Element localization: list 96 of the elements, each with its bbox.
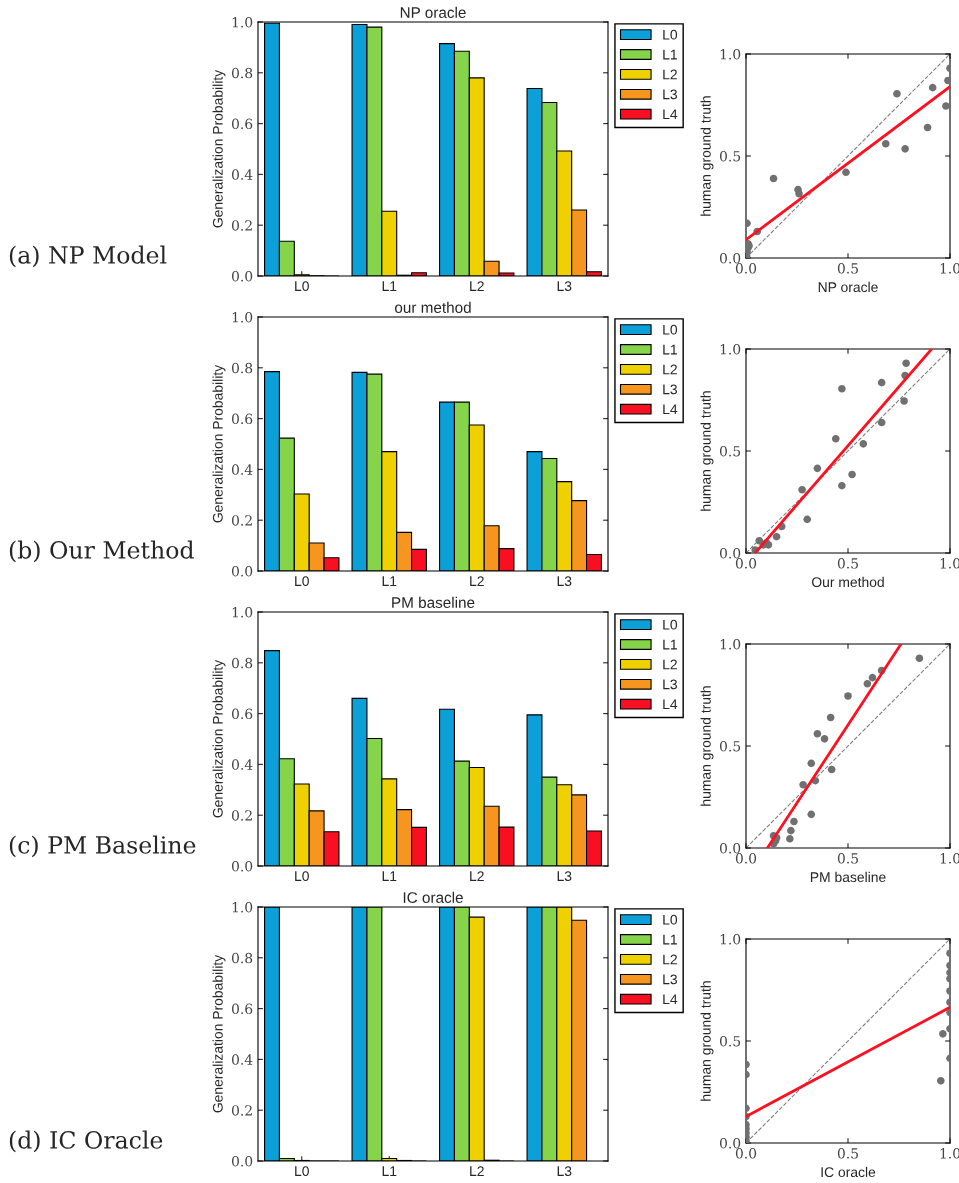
y-tick-label: 0.2 [231, 220, 252, 231]
y-tick-label: 0.4 [231, 1054, 253, 1065]
legend-label: L0 [663, 914, 678, 925]
y-tick-label: 1.0 [720, 48, 741, 60]
legend-label: L0 [663, 324, 678, 335]
y-tick-label: 1.0 [232, 606, 253, 618]
legend-label: L2 [663, 659, 677, 670]
y-tick-label: 0.6 [231, 118, 253, 130]
y-tick-label: 0.5 [719, 150, 741, 162]
y-axis-title: human ground truth [700, 96, 714, 216]
x-tick-label: L1 [382, 576, 397, 586]
y-tick-label: 0.5 [719, 740, 741, 752]
x-tick-label: L0 [295, 281, 309, 292]
chart-title: NP oracle [400, 6, 466, 18]
y-tick-label: 1.0 [720, 933, 741, 945]
text: (d) IC Oracle [9, 1130, 163, 1153]
y-tick-label: 0.0 [719, 547, 741, 559]
y-tick-label: 1.0 [232, 311, 253, 323]
y-tick-label: 1.0 [232, 901, 253, 913]
x-tick-label: L0 [295, 576, 309, 587]
y-tick-label: 0.4 [231, 759, 253, 770]
x-tick-label: L1 [382, 871, 397, 881]
x-tick-label: L0 [295, 1166, 309, 1177]
legend-label: L3 [663, 974, 677, 985]
x-axis-title: IC oracle [821, 1166, 876, 1178]
y-axis-title: Generalization Probability [212, 659, 226, 818]
chart-title: our method [395, 301, 471, 313]
x-tick-label: 0.0 [735, 853, 757, 864]
y-tick-label: 1.0 [232, 16, 253, 28]
y-tick-label: 0.5 [719, 1035, 741, 1047]
y-tick-label: 0.2 [231, 810, 252, 821]
legend-label: L3 [663, 89, 677, 100]
x-tick-label: 0.5 [837, 558, 858, 569]
y-axis-title: human ground truth [700, 391, 714, 511]
y-axis-title: Generalization Probability [212, 364, 226, 523]
x-tick-label: 0.5 [837, 853, 858, 864]
x-axis-title: NP oracle [818, 281, 878, 293]
y-axis-title: human ground truth [700, 686, 714, 806]
x-tick-label: L3 [557, 281, 572, 292]
legend-label: L1 [663, 49, 677, 60]
y-tick-label: 0.5 [719, 445, 741, 457]
x-tick-label: L3 [557, 1166, 572, 1177]
legend-label: L3 [663, 679, 677, 690]
legend-label: L4 [663, 699, 678, 710]
legend-label: L2 [663, 364, 677, 375]
y-tick-label: 0.6 [231, 708, 253, 720]
y-tick-label: 0.4 [231, 464, 253, 475]
text: (b) Our Method [9, 540, 194, 563]
x-tick-label: L2 [470, 1166, 484, 1176]
legend-label: L4 [663, 994, 678, 1005]
x-tick-label: L0 [295, 871, 309, 882]
legend-label: L0 [663, 619, 678, 630]
legend-label: L1 [663, 639, 677, 650]
x-axis-title: Our method [811, 576, 884, 588]
text: (a) NP Model [9, 245, 167, 268]
legend-label: L2 [663, 954, 677, 965]
legend-label: L4 [663, 109, 678, 120]
y-tick-label: 0.8 [231, 362, 253, 374]
x-tick-label: L2 [470, 576, 484, 586]
x-tick-label: L1 [382, 1166, 397, 1176]
y-tick-label: 0.0 [719, 1137, 741, 1149]
legend-label: L1 [663, 344, 677, 355]
y-tick-label: 0.8 [231, 657, 253, 669]
x-tick-label: 0.5 [837, 263, 858, 274]
y-tick-label: 0.0 [719, 252, 741, 264]
text: (c) PM Baseline [9, 835, 196, 858]
legend-label: L0 [663, 29, 678, 40]
x-tick-label: L1 [382, 281, 397, 291]
y-tick-label: 0.2 [231, 515, 252, 526]
chart-title: PM baseline [392, 596, 475, 608]
legend-label: L2 [663, 69, 677, 80]
x-tick-label: L3 [557, 871, 572, 882]
y-tick-label: 1.0 [720, 638, 741, 650]
y-tick-label: 0.8 [231, 952, 253, 964]
y-tick-label: 0.6 [231, 1003, 253, 1015]
chart-title: IC oracle [403, 891, 463, 903]
y-axis-title: Generalization Probability [212, 954, 226, 1113]
x-tick-label: L3 [557, 576, 572, 587]
x-tick-label: 0.0 [735, 1148, 757, 1159]
x-tick-label: L2 [470, 281, 484, 291]
legend-label: L4 [663, 404, 678, 415]
x-axis-title: PM baseline [810, 871, 886, 883]
y-tick-label: 0.6 [231, 413, 253, 425]
legend-label: L3 [663, 384, 677, 395]
x-tick-label: 0.0 [735, 263, 757, 274]
x-tick-label: L2 [470, 871, 484, 881]
y-axis-title: Generalization Probability [212, 69, 226, 228]
x-tick-label: 0.0 [735, 558, 757, 569]
x-tick-label: 0.5 [837, 1148, 858, 1159]
y-tick-label: 0.8 [231, 67, 253, 79]
y-tick-label: 0.0 [719, 842, 741, 854]
y-tick-label: 1.0 [720, 343, 741, 355]
legend-label: L1 [663, 934, 677, 945]
y-axis-title: human ground truth [700, 981, 714, 1101]
y-tick-label: 0.2 [231, 1105, 252, 1116]
y-tick-label: 0.4 [231, 169, 253, 180]
